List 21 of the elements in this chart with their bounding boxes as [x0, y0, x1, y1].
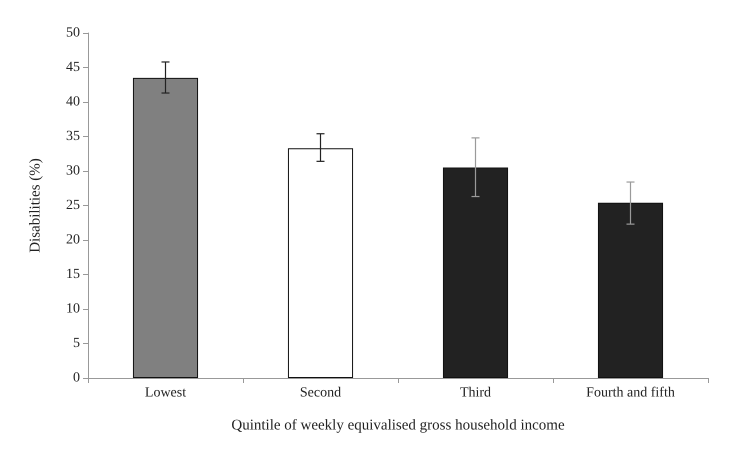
x-tick-label: Second [300, 386, 342, 400]
y-tick-label: 25 [66, 198, 80, 213]
y-tick-label: 30 [66, 164, 80, 178]
x-tick-label: Fourth and fifth [586, 386, 675, 400]
bar [132, 78, 198, 378]
y-axis-title: Disabilities (%) [28, 158, 44, 253]
y-tick-label: 45 [66, 60, 80, 75]
y-tick-label: 40 [66, 94, 80, 110]
x-axis-title: Quintile of weekly equivalised gross household income [231, 418, 565, 434]
bar [598, 202, 664, 378]
y-tick-label: 5 [73, 336, 80, 351]
x-tick-label: Third [460, 386, 492, 400]
x-tick-label: Lowest [144, 386, 186, 400]
y-tick-label: 0 [73, 370, 80, 386]
y-tick-label: 10 [66, 302, 80, 316]
y-tick-label: 50 [66, 26, 80, 40]
y-tick-label: 35 [66, 129, 80, 144]
bar [442, 168, 508, 378]
y-tick-label: 15 [66, 267, 80, 282]
y-tick-label: 20 [66, 232, 80, 248]
bar [288, 148, 354, 378]
